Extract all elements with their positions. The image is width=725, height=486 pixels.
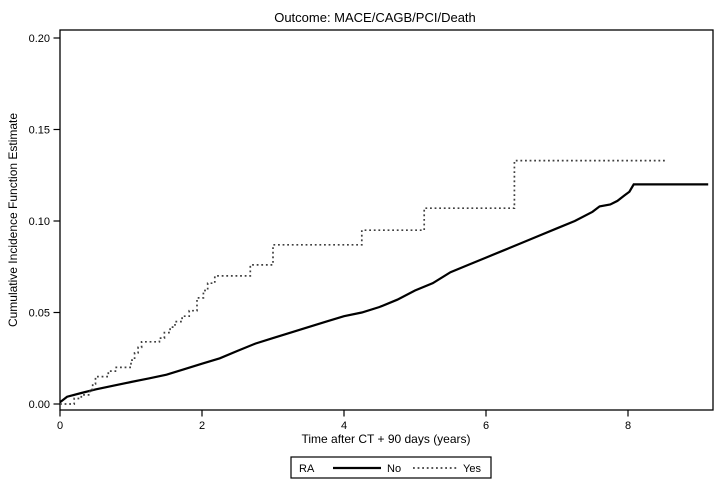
- x-tick-label: 2: [199, 420, 205, 432]
- series-curve-no: [59, 183, 709, 404]
- y-tick-label: 0.10: [29, 216, 50, 228]
- legend-title: RA: [299, 463, 315, 475]
- legend: RA No Yes: [290, 456, 492, 479]
- y-tick-label: 0.00: [29, 399, 50, 411]
- legend-entry-no-label: No: [387, 463, 401, 475]
- legend-box: [290, 456, 492, 479]
- y-tick-label: 0.05: [29, 308, 50, 320]
- y-axis-title: Cumulative Incidence Function Estimate: [6, 113, 20, 327]
- series-curve-yes: [60, 159, 665, 405]
- y-axis-ticks: 0.00 0.05 0.10 0.15 0.20: [29, 33, 60, 411]
- legend-entry-yes-label: Yes: [463, 463, 481, 475]
- plot-frame: [59, 29, 714, 411]
- x-tick-label: 4: [341, 420, 347, 432]
- y-tick-label: 0.15: [29, 125, 50, 137]
- x-axis-title: Time after CT + 90 days (years): [301, 432, 470, 446]
- x-tick-label: 0: [57, 420, 63, 432]
- x-tick-label: 6: [483, 420, 489, 432]
- data-series: [59, 159, 709, 405]
- chart-title: Outcome: MACE/CAGB/PCI/Death: [274, 10, 476, 25]
- x-tick-label: 8: [625, 420, 631, 432]
- x-axis-ticks: 0 2 4 6 8: [57, 410, 631, 432]
- y-tick-label: 0.20: [29, 33, 50, 45]
